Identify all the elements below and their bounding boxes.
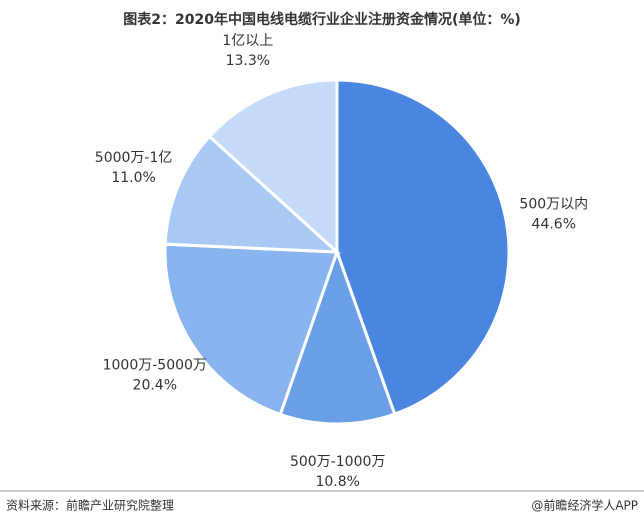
- credit: @前瞻经济学人APP: [531, 498, 638, 513]
- slice-value-label: 10.8%: [315, 474, 359, 490]
- pie-slice: [278, 247, 397, 426]
- slice-value-label: 20.4%: [133, 377, 177, 393]
- slice-value-label: 11.0%: [111, 170, 155, 186]
- slice-value-label: 44.6%: [532, 217, 576, 233]
- slice-category-label: 500万以内: [519, 197, 588, 213]
- slice-category-label: 1000万-5000万: [103, 357, 207, 373]
- slice-category-label: 500万-1000万: [290, 454, 385, 470]
- slice-category-label: 1亿以上: [222, 33, 273, 49]
- pie-slice: [335, 78, 511, 416]
- pie-slice: [207, 78, 339, 256]
- slice-category-label: 5000万-1亿: [95, 150, 173, 166]
- slice-value-label: 13.3%: [226, 53, 270, 69]
- pie-slice: [163, 242, 340, 417]
- source: 资料来源：前瞻产业研究院整理: [6, 498, 174, 513]
- pie-slice: [163, 134, 342, 254]
- chart-title: 图表2：2020年中国电线电缆行业企业注册资金情况(单位：%): [123, 11, 521, 28]
